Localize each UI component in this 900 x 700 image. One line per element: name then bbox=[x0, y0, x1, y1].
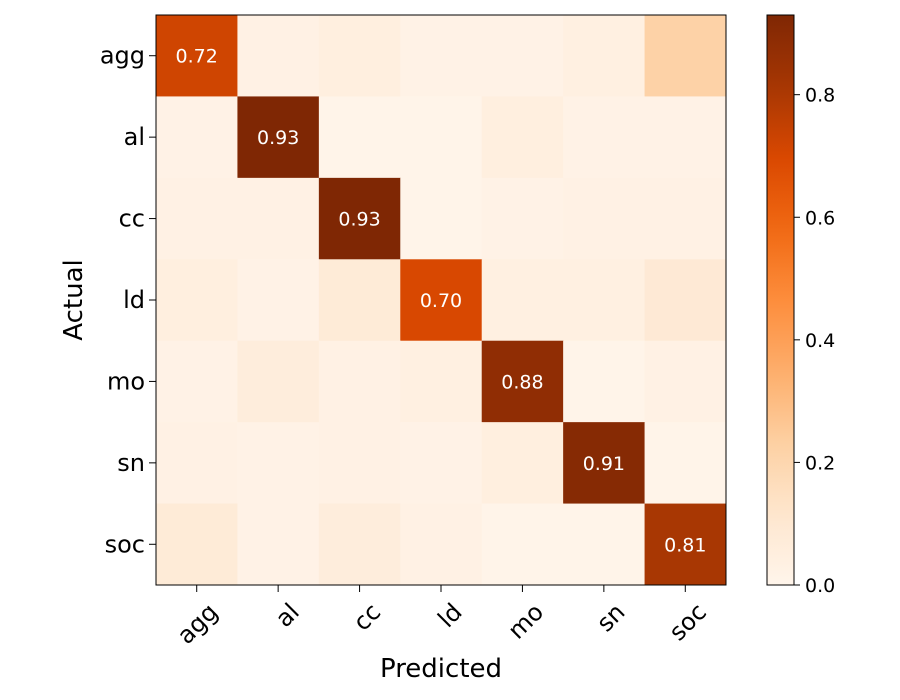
heatmap-cell-al-ld bbox=[400, 96, 483, 179]
heatmap-cell-soc-agg bbox=[156, 503, 238, 586]
heatmap-cell-cc-agg bbox=[156, 177, 238, 260]
heatmap-cell-soc-cc bbox=[318, 503, 401, 586]
colorbar-tick-label: 0.4 bbox=[805, 330, 835, 352]
heatmap-cell-ld-soc bbox=[644, 259, 727, 342]
y-tick-label: sn bbox=[117, 449, 145, 477]
heatmap-cell-ld-cc bbox=[318, 259, 401, 342]
colorbar-tick-label: 0.2 bbox=[805, 452, 835, 474]
cell-value-label: 0.93 bbox=[257, 127, 299, 149]
heatmap-cell-sn-soc bbox=[644, 422, 727, 505]
y-tick-label: mo bbox=[107, 367, 145, 395]
heatmap-cell-soc-mo bbox=[481, 503, 564, 586]
colorbar-tick-label: 0.8 bbox=[805, 85, 835, 107]
heatmap-cell-mo-sn bbox=[563, 340, 646, 423]
heatmap-cell-mo-cc bbox=[318, 340, 401, 423]
heatmap-cell-sn-mo bbox=[481, 422, 564, 505]
x-tick-label: soc bbox=[664, 598, 712, 646]
y-axis-ticks: agg al cc ld mo sn soc bbox=[100, 42, 156, 558]
y-tick-label: agg bbox=[100, 42, 145, 70]
heatmap-cell-ld-agg bbox=[156, 259, 238, 342]
heatmap-cell-agg-cc bbox=[318, 15, 401, 97]
x-tick-label: al bbox=[270, 598, 305, 633]
heatmap-cell-agg-sn bbox=[563, 15, 646, 97]
heatmap-cell-cc-al bbox=[237, 177, 320, 260]
heatmap-cell-cc-soc bbox=[644, 177, 727, 260]
x-tick-label: agg bbox=[172, 598, 224, 650]
heatmap-cell-al-mo bbox=[481, 96, 564, 179]
heatmap-cell-agg-ld bbox=[400, 15, 483, 97]
y-tick-label: cc bbox=[119, 205, 145, 233]
heatmap-cell-soc-sn bbox=[563, 503, 646, 586]
heatmap-cell-ld-mo bbox=[481, 259, 564, 342]
cell-value-label: 0.72 bbox=[176, 46, 218, 68]
heatmap-cell-mo-al bbox=[237, 340, 320, 423]
heatmap-cell-sn-al bbox=[237, 422, 320, 505]
heatmap-cell-ld-sn bbox=[563, 259, 646, 342]
cell-value-label: 0.70 bbox=[420, 290, 462, 312]
heatmap-cell-sn-sn bbox=[563, 422, 646, 505]
colorbar bbox=[766, 14, 795, 586]
heatmap-cell-agg-mo bbox=[481, 15, 564, 97]
heatmap-cell-ld-ld bbox=[400, 259, 483, 342]
heatmap-cell-al-soc bbox=[644, 96, 727, 179]
heatmap-cell-al-agg bbox=[156, 96, 238, 179]
y-tick-label: al bbox=[124, 123, 145, 151]
heatmap-cell-soc-ld bbox=[400, 503, 483, 586]
heatmap-cell-al-sn bbox=[563, 96, 646, 179]
y-tick-label: ld bbox=[123, 286, 145, 314]
y-tick-label: soc bbox=[105, 530, 145, 558]
heatmap-cell-cc-ld bbox=[400, 177, 483, 260]
colorbar-tick-label: 0.6 bbox=[805, 207, 835, 229]
heatmap-cell-al-cc bbox=[318, 96, 401, 179]
heatmap-cell-mo-ld bbox=[400, 340, 483, 423]
heatmap-cell-cc-sn bbox=[563, 177, 646, 260]
heatmap-cell-agg-al bbox=[237, 15, 320, 97]
cell-value-label: 0.88 bbox=[501, 371, 543, 393]
x-tick-label: cc bbox=[348, 598, 386, 636]
heatmap-cell-mo-agg bbox=[156, 340, 238, 423]
x-tick-label: ld bbox=[432, 598, 467, 633]
heatmap-cell-cc-cc bbox=[318, 177, 401, 260]
heatmap-cell-agg-agg bbox=[156, 15, 238, 97]
heatmap-cell-al-al bbox=[237, 96, 320, 179]
x-axis-ticks: agg al cc ld mo sn soc bbox=[172, 585, 712, 650]
heatmap-cell-soc-soc bbox=[644, 503, 727, 586]
heatmap-cell-agg-soc bbox=[644, 15, 727, 97]
heatmap-cell-sn-ld bbox=[400, 422, 483, 505]
x-tick-label: mo bbox=[502, 598, 549, 645]
heatmap-cell-soc-al bbox=[237, 503, 320, 586]
heatmap-cells bbox=[156, 15, 727, 586]
heatmap-cell-mo-soc bbox=[644, 340, 727, 423]
cell-value-label: 0.91 bbox=[583, 453, 625, 475]
colorbar-ticks: 0.0 0.2 0.4 0.6 0.8 bbox=[794, 85, 835, 597]
x-axis-label: Predicted bbox=[380, 654, 502, 684]
heatmap-cell-cc-mo bbox=[481, 177, 564, 260]
heatmap-cell-mo-mo bbox=[481, 340, 564, 423]
heatmap-cell-sn-cc bbox=[318, 422, 401, 505]
heatmap-cell-ld-al bbox=[237, 259, 320, 342]
y-axis-label: Actual bbox=[59, 259, 89, 340]
cell-value-label: 0.81 bbox=[664, 534, 706, 556]
colorbar-tick-label: 0.0 bbox=[805, 575, 835, 597]
heatmap-cell-labels: 0.72 0.93 0.93 0.70 0.88 0.91 0.81 bbox=[176, 46, 707, 557]
x-tick-label: sn bbox=[591, 598, 630, 637]
cell-value-label: 0.93 bbox=[338, 209, 380, 231]
heatmap-cell-sn-agg bbox=[156, 422, 238, 505]
